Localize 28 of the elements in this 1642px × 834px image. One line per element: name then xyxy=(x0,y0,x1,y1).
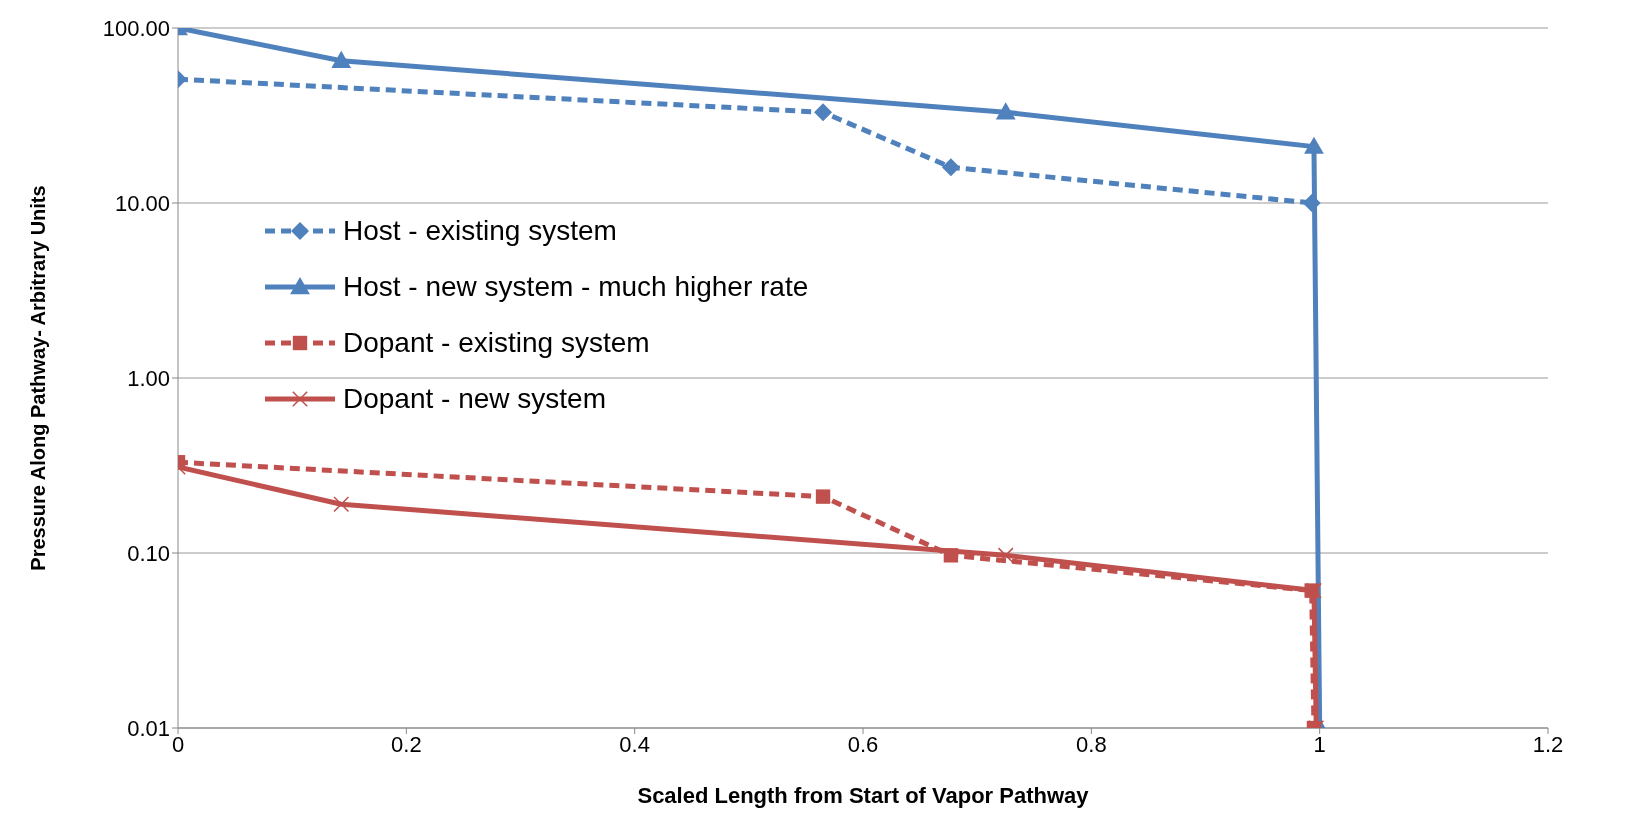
y-tick-label: 1.00 xyxy=(127,365,170,391)
x-tick-label: 0.4 xyxy=(619,731,650,757)
y-tick-label: 0.10 xyxy=(127,540,170,566)
point xyxy=(995,102,1016,120)
x-tick-label: 0.8 xyxy=(1076,731,1107,757)
y-tick-label: 0.01 xyxy=(127,715,170,741)
point xyxy=(333,496,350,513)
x-tick-label: 0 xyxy=(171,731,185,757)
point xyxy=(815,489,831,504)
y-axis-title: Pressure Along Pathway- Arbitrary Units xyxy=(27,185,50,571)
point xyxy=(943,548,959,563)
legend-label: Host - existing system xyxy=(343,214,617,248)
point xyxy=(997,547,1014,564)
x-axis-title: Scaled Length from Start of Vapor Pathway xyxy=(637,783,1090,808)
point xyxy=(941,158,960,177)
x-tick-label: 0.2 xyxy=(391,731,422,757)
legend-label: Host - new system - much higher rate xyxy=(343,270,809,304)
y-tick-label: 10.00 xyxy=(114,190,170,216)
x-tick-label: 0.6 xyxy=(847,731,879,757)
point xyxy=(1304,136,1324,154)
point xyxy=(331,50,352,68)
point xyxy=(814,103,833,122)
legend-label: Dopant - new system xyxy=(343,382,606,416)
point xyxy=(1302,194,1321,212)
legend-label: Dopant - existing system xyxy=(343,326,650,360)
x-tick-label: 1 xyxy=(1313,731,1326,757)
x-tick-label: 1.2 xyxy=(1532,731,1564,757)
y-tick-label: 100.00 xyxy=(102,15,170,41)
